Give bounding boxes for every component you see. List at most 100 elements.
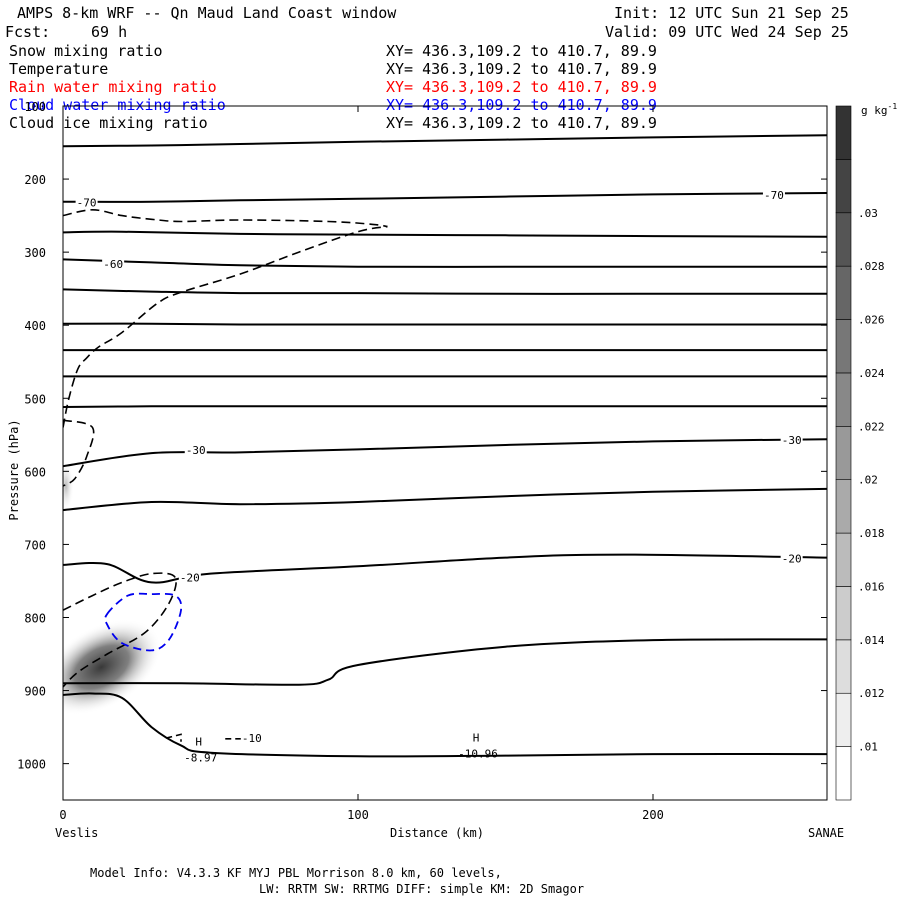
colorbar-segment (835, 426, 852, 480)
y-axis: 100 200 300 400 500 600 700 800 900 1000 (17, 100, 827, 772)
plot-area: -70 -70 -60 -30 -30 -20 -20 -10 H -8.97 H -10.96 (63, 134, 827, 764)
colorbar-segment (835, 105, 852, 160)
snow-contour-dashed (63, 208, 388, 228)
snow-contour-dashed (63, 225, 388, 428)
contour-label-bg (184, 443, 207, 457)
colorbar-tick-label: .014 (858, 634, 885, 647)
plot-frame (62, 105, 828, 801)
extremum-symbol: H (473, 732, 480, 745)
colorbar-tick-label: .016 (858, 580, 885, 593)
contour-label-bg (780, 432, 803, 446)
contour-label: -70 (764, 189, 784, 202)
isotherm-line (63, 192, 827, 203)
isotherm-line (63, 638, 827, 686)
colorbar-segment (835, 692, 852, 747)
field-xy: XY= 436.3,109.2 to 410.7, 89.9 (386, 60, 657, 78)
isotherm-line (63, 288, 827, 295)
isotherm-line (63, 692, 827, 758)
snow-shading-minor (63, 459, 74, 512)
colorbar-segment (835, 212, 852, 267)
y-tick-label: 700 (24, 538, 46, 552)
colorbar-tick-label: .012 (858, 687, 885, 700)
model-info-line-2: LW: RRTM SW: RRTMG DIFF: simple KM: 2D S… (259, 882, 584, 896)
contour-label-bg (780, 551, 803, 565)
colorbar-segment (835, 746, 852, 801)
valid-time: Valid: 09 UTC Wed 24 Sep 25 (605, 23, 849, 41)
colorbar: .01 .012 .014 .016 .018 .02 .022 .024 .026 .028 .0… (835, 105, 885, 801)
y-tick-label: 200 (24, 173, 46, 187)
colorbar-segment (835, 532, 852, 587)
isotherm-line (63, 553, 827, 584)
colorbar-tick-label: .026 (858, 314, 885, 327)
colorbar-segment (835, 319, 852, 374)
colorbar-segment (835, 265, 852, 320)
isotherm-line (63, 134, 827, 148)
contour-label-bg (75, 195, 98, 209)
contour-label: -20 (180, 571, 200, 584)
contour-label-bg (240, 731, 263, 745)
y-axis-label: Pressure (hPa) (7, 419, 21, 520)
colorbar-segment (835, 479, 852, 534)
field-name: Cloud ice mixing ratio (9, 114, 208, 132)
field-name: Rain water mixing ratio (9, 78, 217, 96)
chart-title: AMPS 8-km WRF -- Qn Maud Land Coast wind… (17, 4, 397, 22)
colorbar-segment (835, 372, 852, 427)
y-tick-label: 400 (24, 319, 46, 333)
colorbar-segment (835, 639, 852, 694)
snow-shading-max (63, 619, 162, 716)
x-tick-label: 100 (347, 808, 369, 822)
x-tick-label: 0 (59, 808, 66, 822)
y-tick-label: 500 (24, 392, 46, 406)
y-tick-label: 100 (24, 100, 46, 114)
snow-contour-dashed (63, 419, 95, 487)
contour-label-bg (102, 256, 125, 270)
field-name: Temperature (9, 60, 108, 78)
field-name: Snow mixing ratio (9, 42, 163, 60)
colorbar-tick-label: .022 (858, 420, 885, 433)
colorbar-segment (835, 586, 852, 641)
contour-label: -20 (782, 552, 802, 565)
isotherm-line (63, 258, 827, 268)
contour-label: -30 (782, 434, 802, 447)
forecast-label: Fcst: (5, 23, 50, 41)
x-axis-label: Distance (km) (390, 826, 484, 840)
contour-label-bg (178, 570, 201, 584)
cloud-water-contour (104, 592, 183, 652)
y-tick-label: 1000 (17, 758, 46, 772)
x-tick-label: 200 (642, 808, 664, 822)
model-info-line-1: Model Info: V4.3.3 KF MYJ PBL Morrison 8… (90, 866, 502, 880)
colorbar-unit: g kg-1 (861, 102, 897, 117)
y-tick-label: 800 (24, 611, 46, 625)
isotherm-line (63, 322, 827, 326)
colorbar-tick-label: .018 (858, 527, 885, 540)
snow-contour-dashed (63, 572, 177, 688)
colorbar-tick-label: .03 (858, 207, 878, 220)
colorbar-segment (835, 159, 852, 214)
init-time: Init: 12 UTC Sun 21 Sep 25 (614, 4, 849, 22)
field-xy: XY= 436.3,109.2 to 410.7, 89.9 (386, 114, 657, 132)
extremum-value: -10.96 (458, 748, 498, 761)
contour-label-bg (762, 188, 785, 202)
colorbar-tick-label: .02 (858, 474, 878, 487)
colorbar-tick-label: .028 (858, 260, 885, 273)
y-tick-label: 300 (24, 246, 46, 260)
field-xy: XY= 436.3,109.2 to 410.7, 89.9 (386, 96, 657, 114)
isotherm-line (63, 230, 827, 238)
contour-label: -10 (242, 732, 262, 745)
contour-label: -30 (186, 444, 206, 457)
contour-label: -70 (77, 196, 97, 209)
colorbar-tick-label: .024 (858, 367, 885, 380)
forecast-hours: 69 h (91, 23, 127, 41)
extremum-symbol: H (195, 735, 202, 748)
extremum-value: -8.97 (184, 751, 217, 764)
isotherm-line (63, 438, 827, 468)
right-end-label: SANAE (808, 826, 844, 840)
contour-label: -60 (103, 258, 123, 271)
snow-contour-dashed (166, 733, 182, 742)
isotherm-line (63, 487, 827, 512)
field-xy: XY= 436.3,109.2 to 410.7, 89.9 (386, 78, 657, 96)
y-tick-label: 600 (24, 465, 46, 479)
isotherm-line (63, 405, 827, 408)
